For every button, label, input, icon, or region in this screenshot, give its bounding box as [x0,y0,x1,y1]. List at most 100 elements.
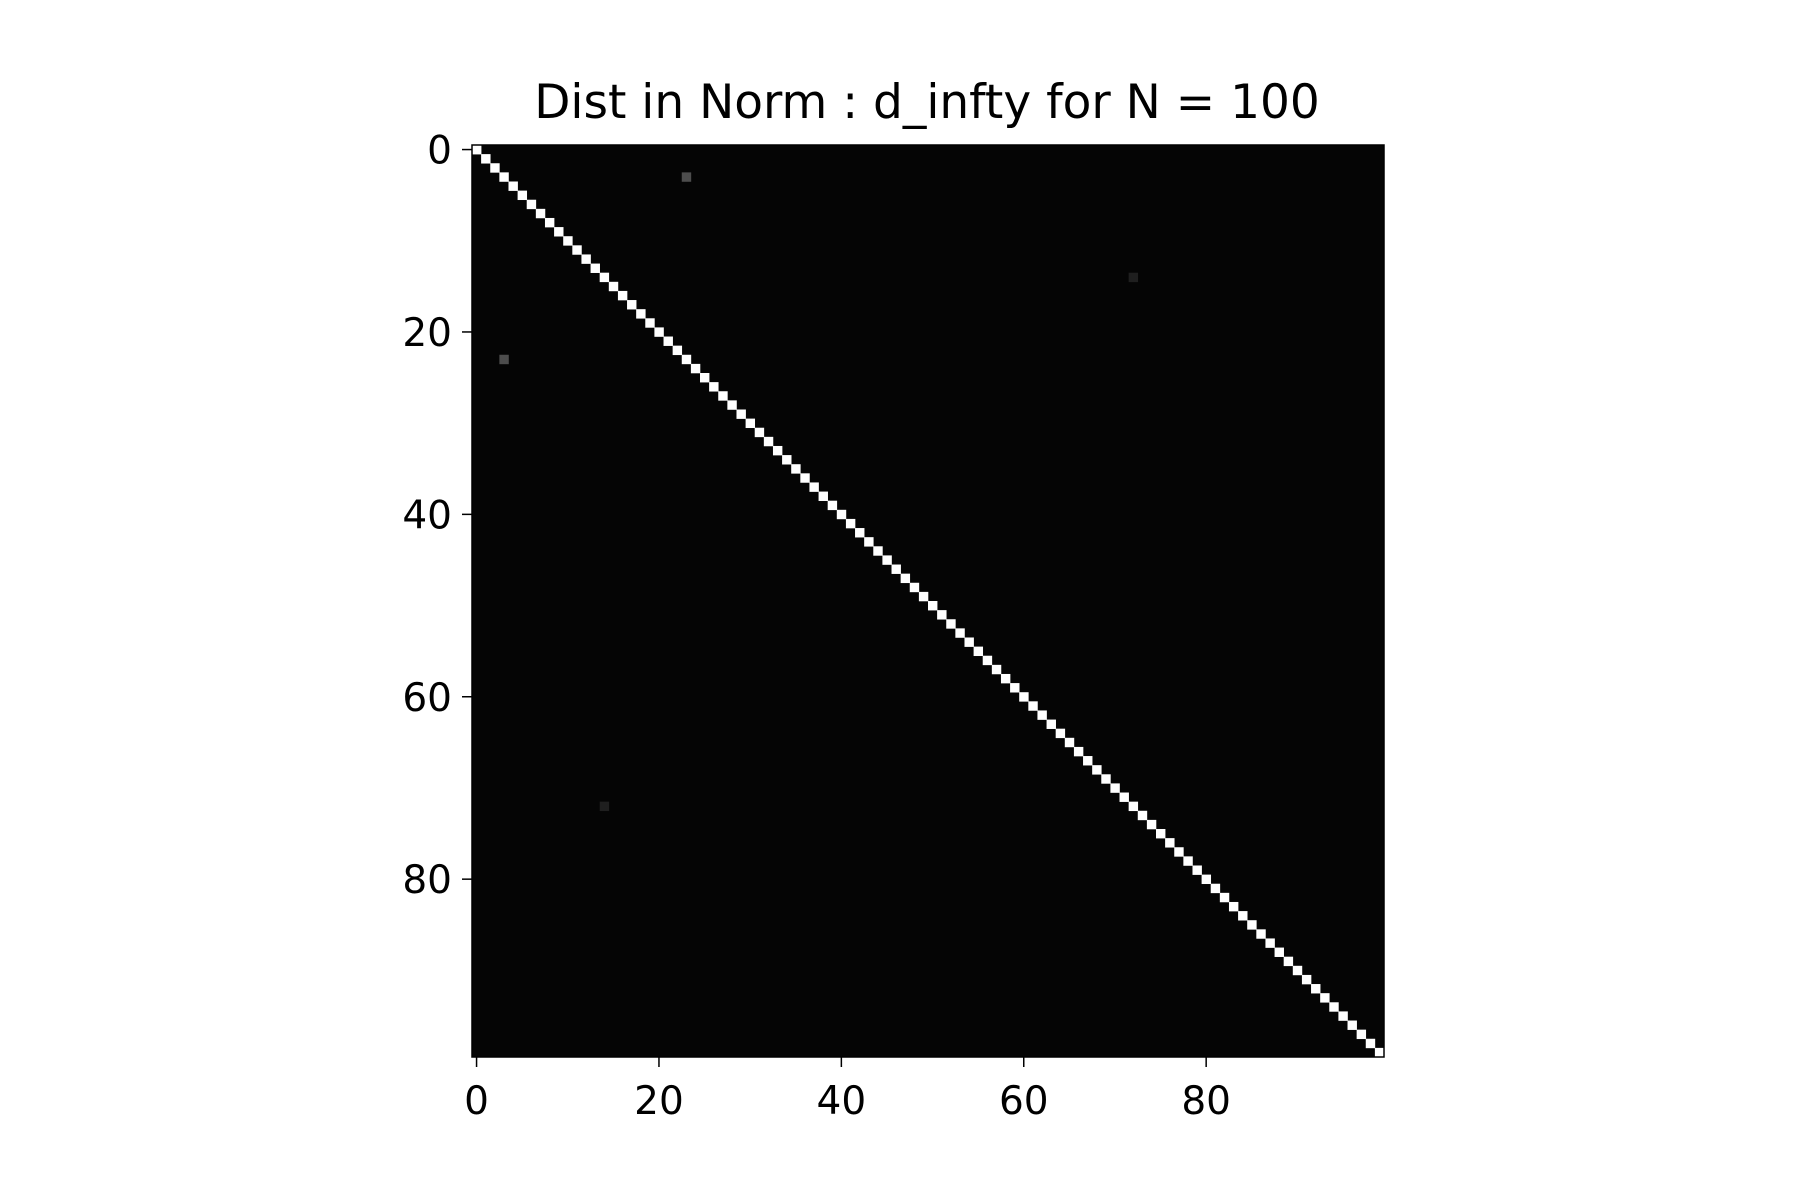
heatmap-cell-diagonal [1064,737,1075,748]
heatmap-cell-diagonal [1137,810,1148,821]
heatmap-cell-diagonal [727,400,737,410]
heatmap-cell-diagonal [1128,801,1139,812]
heatmap-cell-diagonal [855,528,865,538]
heatmap-cell-diagonal [955,628,965,638]
heatmap-cell-diagonal [1338,1011,1348,1021]
heatmap-cell-diagonal [627,300,637,310]
heatmap-cell-diagonal [1000,673,1011,684]
heatmap-cell-diagonal [964,637,974,647]
heatmap-cell-diagonal [973,646,984,657]
heatmap-cell-diagonal [1028,701,1038,711]
heatmap-cell-diagonal [526,199,537,210]
heatmap-cell-diagonal [918,591,929,602]
heatmap-cell-diagonal [836,509,847,520]
heatmap-cell-diagonal [581,254,591,264]
heatmap-cell-diagonal [1037,710,1047,720]
heatmap-cell-diagonal [891,564,901,574]
heatmap-cell-diagonal [1146,819,1157,830]
heatmap-cell-diagonal [608,281,619,292]
heatmap-cell-diagonal [1073,746,1084,757]
heatmap-cell-diagonal [845,518,856,529]
heatmap-cell-diagonal [563,236,573,246]
heatmap-cell-diagonal [1283,956,1294,967]
heatmap-cell-diagonal [590,263,600,273]
heatmap-cell-diagonal [1256,929,1266,939]
heatmap-cell-diagonal [654,327,664,337]
heatmap-cell-diagonal [544,217,555,228]
heatmap-cell-diagonal [1119,792,1129,802]
heatmap-cell-diagonal [1274,947,1284,957]
heatmap-cell-diagonal [535,208,546,219]
heatmap-cell-highlight [1128,272,1139,283]
heatmap-cell-diagonal [1292,965,1303,976]
heatmap-cell-diagonal [782,455,792,465]
heatmap-cell-diagonal [1183,856,1193,866]
heatmap-cell-diagonal [1365,1038,1376,1049]
heatmap-cell-diagonal [1092,765,1102,775]
heatmap-cell-diagonal [517,190,528,201]
y-tick-label: 0 [427,129,452,174]
heatmap-cell-diagonal [681,354,692,365]
heatmap-cell-diagonal [1238,911,1248,921]
heatmap-cell-diagonal [1301,974,1312,985]
y-tick-label: 40 [402,493,452,538]
heatmap-cell-diagonal [818,491,828,501]
plot-frame [471,144,1385,1058]
heatmap-cell-diagonal [1374,1047,1385,1058]
heatmap-cell-diagonal [928,601,938,611]
heatmap-cell-diagonal [1265,938,1275,948]
heatmap-cell-diagonal [882,555,892,565]
heatmap-cell-diagonal [809,482,819,492]
heatmap-cell-diagonal [1101,774,1111,784]
heatmap-cell-diagonal [572,245,582,255]
heatmap-cell-diagonal [772,445,783,456]
heatmap-cell-diagonal [709,382,719,392]
y-tick-label: 60 [402,676,452,721]
heatmap-cell-diagonal [800,473,810,483]
heatmap-cell-diagonal [1174,847,1184,857]
heatmap-cell-diagonal [745,418,756,429]
heatmap-cell-diagonal [791,464,801,474]
x-tick-label: 0 [464,1079,489,1124]
x-tick-label: 60 [999,1079,1049,1124]
heatmap-cells [472,145,1385,1058]
heatmap-cell-diagonal [1110,783,1120,793]
y-axis: 0 20 40 60 80 [402,129,472,903]
heatmap-cell-diagonal [827,500,838,511]
heatmap-cell-diagonal [672,345,683,356]
heatmap-cell-diagonal [1219,892,1230,903]
heatmap-cell-diagonal [1192,865,1202,875]
heatmap-cell-diagonal [991,664,1002,675]
heatmap-cell-diagonal [472,145,482,155]
x-tick-label: 80 [1181,1079,1231,1124]
heatmap-cell-diagonal [554,227,564,237]
heatmap-cell-diagonal [499,172,509,182]
heatmap-cell-diagonal [508,181,518,191]
x-tick-label: 40 [817,1079,867,1124]
heatmap-cell-diagonal [718,391,728,401]
heatmap-cell-diagonal [481,154,491,164]
chart-title: Dist in Norm : d_infty for N = 100 [534,75,1320,130]
heatmap-cell-diagonal [645,318,655,328]
heatmap-cell-diagonal [700,373,710,383]
y-tick-label: 80 [402,858,452,903]
heatmap-cell-diagonal [864,537,874,547]
heatmap-cell-diagonal [617,290,628,301]
heatmap-cell-diagonal [937,610,947,620]
heatmap-cell-diagonal [946,619,956,629]
heatmap-cell-diagonal [1083,756,1093,766]
heatmap-cell-diagonal [1356,1029,1367,1040]
x-axis: 0 20 40 60 80 [464,1057,1231,1124]
heatmap-cell-diagonal [599,272,610,283]
heatmap-cell-diagonal [1329,1002,1339,1012]
heatmap-cell-diagonal [663,336,673,346]
heatmap-cell-diagonal [909,582,920,593]
heatmap-cell-diagonal [763,436,774,447]
heatmap-cell-diagonal [1320,993,1330,1003]
heatmap-cell-highlight [681,172,692,182]
heatmap-cell-diagonal [1201,874,1212,885]
y-tick-label: 20 [402,311,452,356]
heatmap-cell-diagonal [636,309,646,319]
heatmap-cell-diagonal [1156,829,1166,839]
